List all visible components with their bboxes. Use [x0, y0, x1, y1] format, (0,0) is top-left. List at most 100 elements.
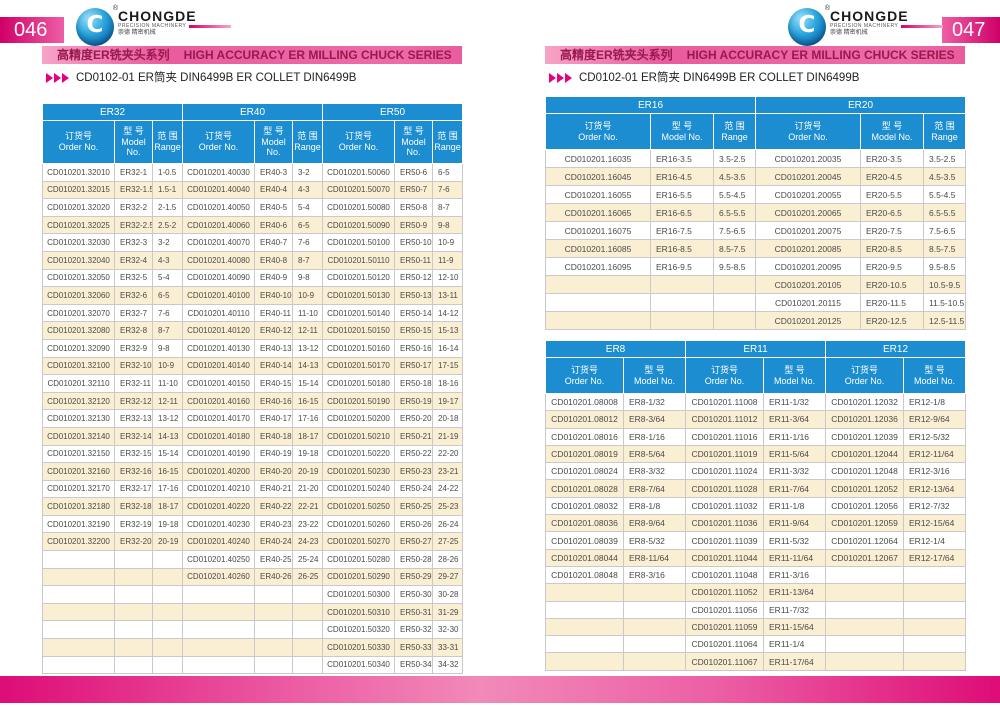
table-cell: ER50-21: [394, 426, 433, 446]
table-cell: ER11-1/16: [763, 427, 827, 446]
table-cell: CD010201.11012: [685, 410, 765, 429]
table-row: CD010201.32060 ER32-6 6-5 CD010201.40100 ER4…: [42, 286, 463, 305]
table-cell: ER40-24: [254, 532, 293, 552]
table-cell: 7-6: [152, 303, 183, 323]
logo-gradient-strip: [901, 24, 944, 28]
table-cell: CD010201.20065: [755, 203, 861, 222]
table-cell: CD010201.32080: [42, 321, 115, 340]
table-cell: [152, 655, 183, 675]
triple-chevron-icon: [549, 73, 573, 83]
table-cell: 23-21: [432, 462, 463, 481]
table-cell: [114, 638, 153, 657]
data-table: ER8 ER11 ER12 订货号 Order No. 型 号 Model No. 订货号 Or…: [544, 340, 967, 671]
triple-chevron-icon: [46, 73, 70, 83]
table-cell: [114, 585, 153, 604]
table-cell: [713, 275, 756, 294]
table-cell: 18-17: [152, 497, 183, 516]
table-cell: CD010201.40200: [182, 462, 255, 481]
table-row: CD010201.32025 ER32-2.5 2.5-2 CD010201.4006…: [42, 215, 463, 235]
table-row: CD010201.50320 ER50-32 32-30: [42, 620, 463, 640]
table-cell: [254, 638, 293, 657]
table-cell: ER11-3/64: [763, 410, 827, 429]
table-row: CD010201.16065 ER16-6.5 6.5-5.5 CD010201.20…: [545, 203, 966, 222]
table-cell: 5.5-4.5: [713, 185, 756, 204]
data-table: ER32 ER40 ER50 订货号 Order No. 型 号 Model No. 范 围 Ra…: [42, 103, 463, 675]
table-cell: CD010201.11036: [685, 514, 765, 533]
table-cell: ER16-5.5: [650, 185, 714, 204]
table-row: CD010201.32040 ER32-4 4-3 CD010201.40080 ER4…: [42, 250, 463, 270]
table-cell: CD010201.50120: [322, 268, 395, 288]
table-cell: [903, 652, 967, 671]
logo-gradient-strip: [189, 24, 232, 28]
table-cell: ER12-7/32: [903, 496, 967, 516]
column-header: 范 围Range: [713, 113, 756, 150]
table-cell: ER40-25: [254, 550, 293, 569]
table-cell: 34-32: [432, 655, 463, 675]
table-cell: CD010201.20035: [755, 149, 861, 168]
table-cell: CD010201.50220: [322, 444, 395, 464]
table-cell: 20-18: [432, 409, 463, 428]
logo-monogram: C: [86, 12, 104, 38]
table-cell: [254, 602, 293, 622]
table-cell: ER32-20: [114, 532, 153, 552]
table-cell: [903, 565, 967, 585]
table-cell: CD010201.11016: [685, 427, 765, 446]
table-cell: ER50-26: [394, 514, 433, 534]
table-cell: ER32-7: [114, 303, 153, 323]
table-cell: 21-19: [432, 426, 463, 446]
table-cell: [622, 617, 687, 637]
column-header: 型 号 Model No.: [622, 357, 687, 394]
table-cell: ER40-22: [254, 497, 293, 516]
table-cell: ER11-3/32: [763, 462, 827, 481]
table-cell: CD010201.40210: [182, 479, 255, 499]
table-row: CD010201.16035 ER16-3.5 3.5-2.5 CD010201.20…: [545, 149, 966, 168]
table-row: CD010201.32030 ER32-3 3-2 CD010201.40070 ER4…: [42, 233, 463, 252]
table-cell: CD010201.32100: [42, 356, 115, 376]
table-cell: CD010201.50200: [322, 409, 395, 428]
table-cell: [152, 638, 183, 657]
table-cell: [42, 638, 115, 657]
table-cell: ER50-11: [394, 250, 433, 270]
table-cell: 11-10: [292, 303, 323, 323]
table-cell: 12.5-11.5: [923, 311, 966, 330]
table-row: CD010201.40250 ER40-25 25-24 CD010201.50280…: [42, 550, 463, 569]
table-cell: 16-15: [292, 391, 323, 411]
table-row: CD010201.11064 ER11-1/4: [545, 635, 967, 654]
table-cell: ER32-12: [114, 391, 153, 411]
table-cell: 6-5: [292, 215, 323, 235]
column-header: 型 号 Model No.: [903, 357, 967, 394]
table-row: CD010201.32090 ER32-9 9-8 CD010201.40130 ER4…: [42, 338, 463, 358]
group-header-er50: ER50: [322, 103, 463, 121]
table-cell: [42, 620, 115, 640]
table-cell: 8-7: [152, 321, 183, 340]
table-cell: 2.5-2: [152, 215, 183, 235]
group-header-er40: ER40: [182, 103, 323, 121]
table-cell: [903, 583, 967, 602]
brand-name: CHONGDE: [830, 8, 909, 24]
table-cell: 13-11: [432, 286, 463, 305]
table-cell: CD010201.50170: [322, 356, 395, 376]
table-cell: CD010201.11039: [685, 531, 765, 550]
table-cell: CD010201.40250: [182, 550, 255, 569]
table-cell: ER40-7: [254, 233, 293, 252]
table-cell: CD010201.50320: [322, 620, 395, 640]
table-cell: CD010201.08036: [545, 514, 624, 533]
table-cell: ER32-14: [114, 426, 153, 446]
table-cell: [292, 602, 323, 622]
table-cell: CD010201.40240: [182, 532, 255, 552]
table-cell: ER32-13: [114, 409, 153, 428]
table-cell: ER40-10: [254, 286, 293, 305]
table-row: CD010201.11052 ER11-13/64: [545, 583, 967, 602]
table-row: CD010201.08012 ER8-3/64 CD010201.11012 ER11…: [545, 410, 967, 429]
table-cell: CD010201.12056: [825, 496, 905, 516]
table-cell: ER40-17: [254, 409, 293, 428]
column-header: 订货号 Order No.: [42, 120, 115, 164]
table-cell: CD010201.50130: [322, 286, 395, 305]
table-row: CD010201.16095 ER16-9.5 9.5-8.5 CD010201.20…: [545, 257, 966, 276]
table-cell: 8.5-7.5: [713, 239, 756, 258]
table-cell: [622, 600, 687, 619]
table-cell: ER32-11: [114, 374, 153, 393]
table-cell: ER12-11/64: [903, 444, 967, 464]
table-row: CD010201.16055 ER16-5.5 5.5-4.5 CD010201.20…: [545, 185, 966, 204]
table-cell: ER40-26: [254, 567, 293, 587]
